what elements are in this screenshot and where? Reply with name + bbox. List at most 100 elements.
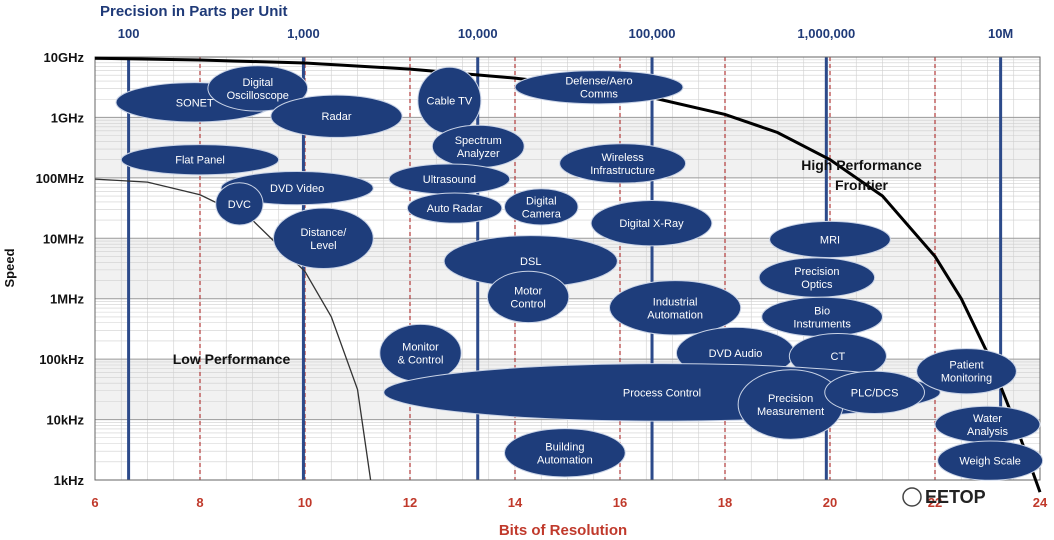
top-tick-label: 1,000 xyxy=(287,26,320,41)
bubble-shape xyxy=(504,188,579,226)
watermark-text: EETOP xyxy=(925,487,986,507)
bubble-label: Automation xyxy=(647,309,703,321)
application-bubble: Digital X-Ray xyxy=(590,200,713,247)
bubble-label: DVD Audio xyxy=(709,348,763,360)
bubble-label: Wireless xyxy=(602,152,645,164)
bubble-shape xyxy=(406,192,503,224)
y-tick-label: 10GHz xyxy=(44,50,85,65)
application-bubble: Radar xyxy=(270,94,403,138)
bubble-label: Digital X-Ray xyxy=(619,218,684,230)
application-bubble: Weigh Scale xyxy=(937,440,1044,481)
x-tick-label: 12 xyxy=(403,495,417,510)
bubble-label: DSL xyxy=(520,256,541,268)
bubble-label: SONET xyxy=(176,97,214,109)
x-tick-label: 22 xyxy=(928,495,942,510)
bubble-shape xyxy=(270,94,403,138)
top-tick-label: 100,000 xyxy=(629,26,676,41)
bubble-label: Optics xyxy=(801,279,833,291)
application-bubble: Ultrasound xyxy=(388,163,511,195)
bubble-label: Oscilloscope xyxy=(227,90,289,102)
watermark-logo-icon xyxy=(902,487,922,507)
bubble-shape xyxy=(937,440,1044,481)
bubble-label: Analysis xyxy=(967,426,1008,438)
bubble-shape xyxy=(273,207,374,270)
bubble-label: Patient xyxy=(949,360,983,372)
bubble-shape xyxy=(609,280,742,336)
bubble-label: Spectrum xyxy=(455,135,502,147)
bubble-shape xyxy=(120,144,280,176)
x-tick-label: 14 xyxy=(508,495,523,510)
bubble-label: Radar xyxy=(322,111,352,123)
bubble-label: Monitor xyxy=(402,342,439,354)
bubble-label: Camera xyxy=(522,208,562,220)
region-labels: Low Performance High Performance Frontier xyxy=(173,157,922,367)
application-bubble: Flat Panel xyxy=(120,144,280,176)
bubble-shape xyxy=(215,182,264,226)
bubble-label: DVD Video xyxy=(270,183,324,195)
axes: 100 1,000 10,000 100,000 1,000,000 10M 6 8 10 12 1… xyxy=(36,26,1048,510)
top-tick-label: 100 xyxy=(118,26,140,41)
bubble-shape xyxy=(769,220,891,259)
watermark: EETOP xyxy=(902,487,986,507)
bubble-label: Infrastructure xyxy=(590,165,655,177)
bubble-label: CT xyxy=(831,351,846,363)
x-tick-label: 10 xyxy=(298,495,312,510)
plot-frame xyxy=(94,56,1041,481)
bubble-label: Instruments xyxy=(793,318,851,330)
y-tick-label: 1kHz xyxy=(54,473,85,488)
x-tick-label: 6 xyxy=(91,495,98,510)
x-axis-title: Bits of Resolution xyxy=(499,522,627,539)
bubble-label: Industrial xyxy=(653,296,698,308)
application-bubble: DVC xyxy=(215,182,264,226)
y-tick-label: 10kHz xyxy=(46,413,84,428)
bubble-shape xyxy=(559,143,687,184)
bubble-label: Digital xyxy=(526,195,557,207)
top-tick-label: 10M xyxy=(988,26,1013,41)
region-label: Low Performance xyxy=(173,351,291,367)
x-tick-label: 16 xyxy=(613,495,627,510)
bubble-label: Control xyxy=(510,298,545,310)
application-bubble: CT xyxy=(788,332,887,380)
bubble-shape xyxy=(504,428,626,478)
bubble-label: Defense/Aero xyxy=(565,76,632,88)
bubble-label: Precision xyxy=(794,266,839,278)
y-axis-title: Speed xyxy=(2,248,17,287)
bubble-label: Ultrasound xyxy=(423,174,476,186)
application-bubble: Distance/Level xyxy=(273,207,374,270)
application-bubble: Cable TV xyxy=(417,66,482,135)
x-tick-label: 8 xyxy=(196,495,203,510)
y-tick-label: 1MHz xyxy=(50,292,84,307)
bubble-label: Auto Radar xyxy=(427,203,483,215)
top-tick-label: 1,000,000 xyxy=(797,26,855,41)
x-tick-label: 20 xyxy=(823,495,837,510)
bubble-shape xyxy=(207,65,309,112)
high-performance-frontier xyxy=(94,56,1042,493)
y-tick-label: 100MHz xyxy=(36,171,85,186)
region-label: Frontier xyxy=(835,177,888,193)
bubble-label: Process Control xyxy=(623,387,701,399)
y-tick-label: 100kHz xyxy=(39,352,84,367)
x-tick-label: 24 xyxy=(1033,495,1048,510)
y-tick-label: 10MHz xyxy=(43,231,85,246)
bubble-label: Comms xyxy=(580,89,618,101)
application-bubble: Auto Radar xyxy=(406,192,503,224)
bubble-label: Digital xyxy=(242,77,273,89)
bubble-label: Analyzer xyxy=(457,148,500,160)
bubble-label: Bio xyxy=(814,305,830,317)
bubble-label: Water xyxy=(973,413,1002,425)
bubble-label: & Control xyxy=(398,355,444,367)
x-tick-label: 18 xyxy=(718,495,732,510)
